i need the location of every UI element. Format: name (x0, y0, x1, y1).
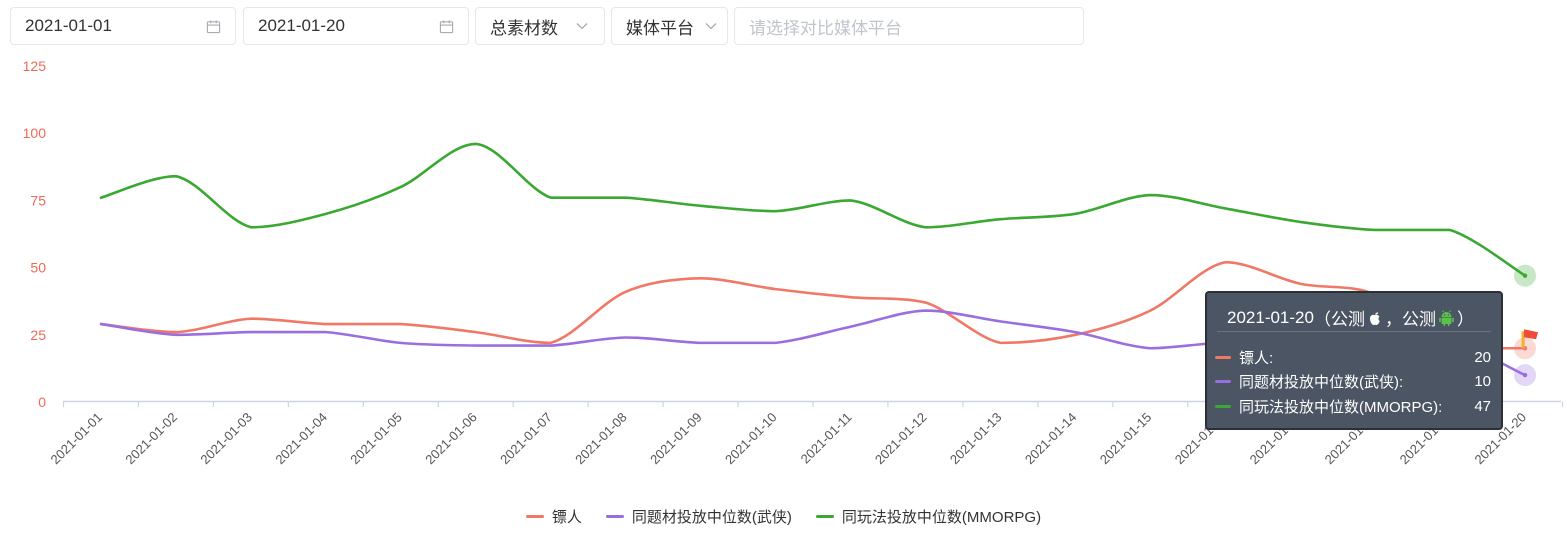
tooltip-series-value: 10 (1474, 372, 1491, 390)
chevron-down-icon (574, 18, 590, 34)
tooltip-title-part1: （公测 (1313, 310, 1365, 329)
x-tick-label: 2021-01-08 (572, 410, 630, 468)
hover-point (1522, 372, 1528, 378)
tooltip-date: 2021-01-20 (1227, 307, 1314, 327)
tooltip-series-name: 同题材投放中位数(武侠): (1239, 373, 1404, 391)
apple-icon (1369, 311, 1380, 325)
legend-swatch (605, 515, 624, 518)
end-date-picker[interactable]: 2021-01-20 (243, 7, 469, 45)
compare-platform-select[interactable]: 请选择对比媒体平台 (734, 7, 1084, 45)
hover-markers (1514, 264, 1539, 387)
y-tick-label: 75 (30, 192, 46, 208)
chart-tooltip: 2021-01-20 （公测 ，公测 ） 镖人: 20 同题材投放中位数(武侠)… (1205, 291, 1503, 430)
legend-item-series-1[interactable]: 镖人 (525, 506, 582, 527)
x-tick-label: 2021-01-10 (722, 410, 780, 468)
y-tick-label: 50 (30, 260, 46, 276)
series-line-1 (99, 260, 1527, 350)
legend-item-series-2[interactable]: 同题材投放中位数(武侠) (605, 506, 792, 527)
metric-select[interactable]: 总素材数 (475, 7, 605, 45)
x-tick-label: 2021-01-04 (272, 410, 330, 468)
metric-select-value: 总素材数 (490, 18, 558, 38)
x-tick-label: 2021-01-12 (872, 410, 930, 468)
flag-icon (1524, 329, 1539, 340)
legend-swatch (815, 515, 834, 518)
x-tick-label: 2021-01-01 (47, 410, 105, 468)
x-tick-label: 2021-01-02 (122, 410, 180, 468)
tooltip-title-part2: ，公测 (1384, 310, 1436, 329)
tooltip-title-part3: ） (1456, 310, 1474, 329)
start-date-picker[interactable]: 2021-01-01 (10, 7, 236, 45)
tooltip-series-name: 镖人: (1239, 349, 1274, 367)
y-axis: 0 25 50 75 100 125 (23, 58, 47, 410)
y-tick-label: 0 (38, 394, 46, 410)
y-tick-label: 125 (23, 58, 47, 74)
tooltip-row-series-2: 同题材投放中位数(武侠): 10 (1215, 371, 1491, 391)
platform-select[interactable]: 媒体平台 (611, 7, 728, 45)
x-tick-label: 2021-01-11 (798, 410, 855, 467)
x-tick-label: 2021-01-14 (1022, 410, 1080, 468)
tooltip-swatch (1215, 379, 1231, 383)
tooltip-series-name: 同玩法投放中位数(MMORPG): (1239, 398, 1443, 416)
series-line-3 (99, 142, 1527, 277)
hover-point (1522, 273, 1528, 278)
x-tick-label: 2021-01-09 (647, 410, 705, 468)
x-tick-label: 2021-01-07 (497, 410, 555, 468)
start-date-value: 2021-01-01 (25, 16, 112, 35)
tooltip-row-series-1: 镖人: 20 (1215, 347, 1491, 367)
legend-label: 同题材投放中位数(武侠) (631, 509, 792, 526)
tooltip-divider (1217, 331, 1491, 332)
calendar-icon (205, 18, 221, 34)
platform-select-value: 媒体平台 (626, 18, 694, 38)
x-tick-label: 2021-01-03 (197, 410, 255, 468)
tooltip-series-value: 47 (1474, 397, 1491, 415)
tooltip-swatch (1215, 355, 1231, 359)
chart-legend: 镖人 同题材投放中位数(武侠) 同玩法投放中位数(MMORPG) (0, 506, 1567, 527)
compare-platform-placeholder: 请选择对比媒体平台 (749, 18, 902, 38)
legend-swatch (525, 515, 544, 518)
tooltip-swatch (1215, 404, 1231, 408)
x-tick-label: 2021-01-05 (347, 410, 405, 468)
x-tick-label: 2021-01-15 (1097, 410, 1155, 468)
end-date-value: 2021-01-20 (258, 16, 345, 35)
x-tick-label: 2021-01-06 (422, 410, 480, 468)
legend-label: 镖人 (551, 509, 582, 526)
android-icon (1439, 309, 1454, 326)
legend-item-series-3[interactable]: 同玩法投放中位数(MMORPG) (815, 506, 1042, 527)
tooltip-title: 2021-01-20 （公测 ，公测 ） (1227, 305, 1474, 330)
legend-label: 同玩法投放中位数(MMORPG) (841, 509, 1042, 526)
y-tick-label: 25 (30, 327, 46, 343)
chevron-down-icon (703, 18, 719, 34)
x-tick-label: 2021-01-13 (947, 410, 1005, 468)
calendar-icon (438, 18, 454, 34)
y-tick-label: 100 (23, 125, 47, 141)
tooltip-row-series-3: 同玩法投放中位数(MMORPG): 47 (1215, 396, 1491, 416)
tooltip-series-value: 20 (1474, 348, 1491, 366)
